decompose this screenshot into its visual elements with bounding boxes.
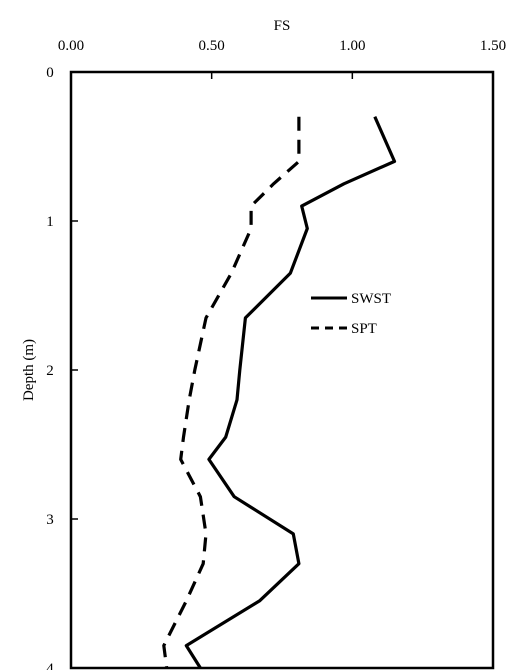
series-layer <box>162 116 397 669</box>
x-tick-label: 1.50 <box>480 38 506 54</box>
legend-label-swst: SWST <box>351 291 391 307</box>
y-tick-label: 4 <box>46 661 54 670</box>
series-line-spt <box>162 116 301 669</box>
y-tick-label: 1 <box>46 214 54 230</box>
x-tick-label: 1.00 <box>339 38 365 54</box>
x-axis-title: FS <box>274 18 291 34</box>
series-line-swst <box>184 116 397 669</box>
legend-label-spt: SPT <box>351 321 377 337</box>
y-axis-ticks: 0 1 2 3 4 <box>46 65 78 670</box>
y-axis-title: Depth (m) <box>21 339 37 401</box>
x-tick-label: 0.50 <box>199 38 225 54</box>
y-tick-label: 0 <box>46 65 54 81</box>
legend: SWST SPT <box>311 291 391 337</box>
y-tick-label: 3 <box>46 512 54 528</box>
x-axis-ticks: 0.00 0.50 1.00 1.50 <box>58 38 506 79</box>
x-tick-label: 0.00 <box>58 38 84 54</box>
y-tick-label: 2 <box>46 363 54 379</box>
